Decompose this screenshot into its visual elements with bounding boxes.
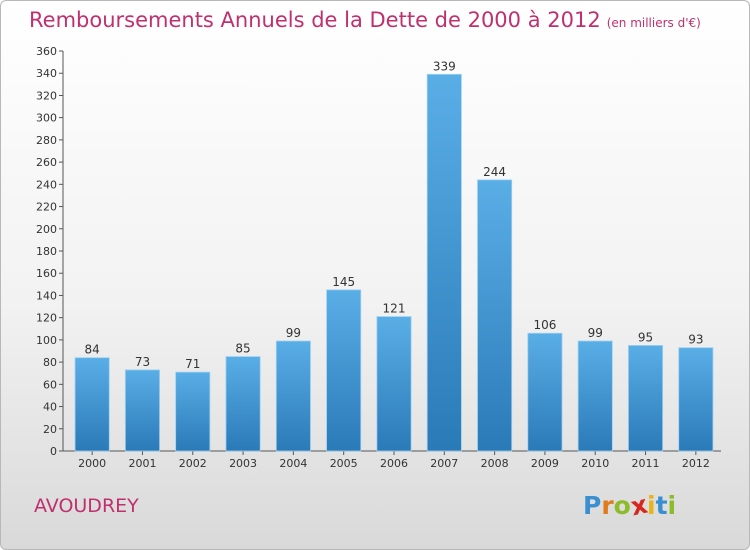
- data-label: 95: [638, 330, 653, 344]
- y-tick-label: 60: [43, 378, 57, 391]
- logo-letter: i: [647, 491, 656, 520]
- y-tick-label: 100: [36, 334, 57, 347]
- y-tick-label: 240: [36, 178, 57, 191]
- x-tick-label: 2004: [279, 457, 307, 470]
- x-tick-label: 2003: [229, 457, 257, 470]
- town-name: AVOUDREY: [34, 495, 139, 517]
- y-tick-label: 140: [36, 289, 57, 302]
- y-tick-label: 160: [36, 267, 57, 280]
- x-tick-label: 2001: [128, 457, 156, 470]
- x-tick-label: 2002: [179, 457, 207, 470]
- x-tick-label: 2008: [481, 457, 509, 470]
- data-label: 99: [588, 326, 603, 340]
- y-tick-label: 280: [36, 134, 57, 147]
- data-label: 145: [332, 275, 355, 289]
- chart-title-text: Remboursements Annuels de la Dette de 20…: [29, 8, 601, 32]
- data-label: 84: [85, 343, 100, 357]
- bar-2002: [175, 371, 211, 452]
- bar-2008: [477, 179, 513, 452]
- bar-2012: [678, 347, 714, 452]
- bar-2005: [326, 289, 362, 452]
- bar-2000: [74, 357, 110, 452]
- data-label: 99: [286, 326, 301, 340]
- y-tick-label: 320: [36, 89, 57, 102]
- y-tick-label: 260: [36, 156, 57, 169]
- data-label: 71: [185, 357, 200, 371]
- bar-2001: [124, 369, 160, 452]
- data-labels: 84 73 71 85 99 145 121 339 244 106 99 95 93: [85, 59, 704, 371]
- proxiti-logo[interactable]: Proxiti: [583, 490, 677, 522]
- x-axis: 2000 2001 2002 2003 2004 2005 2006 2007 2008 2009…: [63, 450, 721, 470]
- bar-2010: [577, 340, 613, 452]
- data-label: 339: [433, 59, 456, 73]
- logo-letter: r: [601, 491, 614, 520]
- data-label: 73: [135, 355, 150, 369]
- bar-2011: [628, 345, 664, 452]
- logo-letter: t: [655, 491, 668, 520]
- y-tick-label: 20: [43, 423, 57, 436]
- y-tick-label: 40: [43, 401, 57, 414]
- chart-title: Remboursements Annuels de la Dette de 20…: [29, 8, 701, 32]
- y-tick-label: 120: [36, 312, 57, 325]
- y-tick-label: 340: [36, 67, 57, 80]
- y-tick-label: 80: [43, 356, 57, 369]
- y-tick-label: 200: [36, 223, 57, 236]
- data-label: 85: [235, 342, 250, 356]
- data-label: 93: [688, 333, 703, 347]
- x-tick-label: 2011: [632, 457, 660, 470]
- bar-2004: [275, 340, 311, 452]
- y-axis: 0 20 40 60 80 100 120 140 160 180 200 220 240 260 280 3…: [36, 45, 64, 458]
- y-tick-label: 180: [36, 245, 57, 258]
- bar-2003: [225, 356, 261, 452]
- bar-2009: [527, 332, 563, 452]
- x-tick-label: 2005: [330, 457, 358, 470]
- bar-2006: [376, 316, 412, 452]
- logo-letter: o: [613, 491, 631, 520]
- data-label: 121: [383, 302, 406, 316]
- data-label: 244: [483, 165, 506, 179]
- chart-unit: (en milliers d'€): [606, 16, 701, 30]
- x-tick-label: 2010: [581, 457, 609, 470]
- logo-letter: i: [667, 491, 677, 520]
- x-tick-label: 2000: [78, 457, 106, 470]
- y-tick-label: 300: [36, 112, 57, 125]
- y-tick-label: 360: [36, 45, 57, 58]
- data-label: 106: [533, 318, 556, 332]
- logo-letter: P: [583, 491, 602, 520]
- bar-2007: [426, 73, 462, 452]
- x-tick-label: 2009: [531, 457, 559, 470]
- x-tick-label: 2007: [430, 457, 458, 470]
- x-tick-label: 2006: [380, 457, 408, 470]
- x-tick-label: 2012: [682, 457, 710, 470]
- y-tick-label: 220: [36, 201, 57, 214]
- bars: [74, 73, 714, 452]
- y-tick-label: 0: [50, 445, 57, 458]
